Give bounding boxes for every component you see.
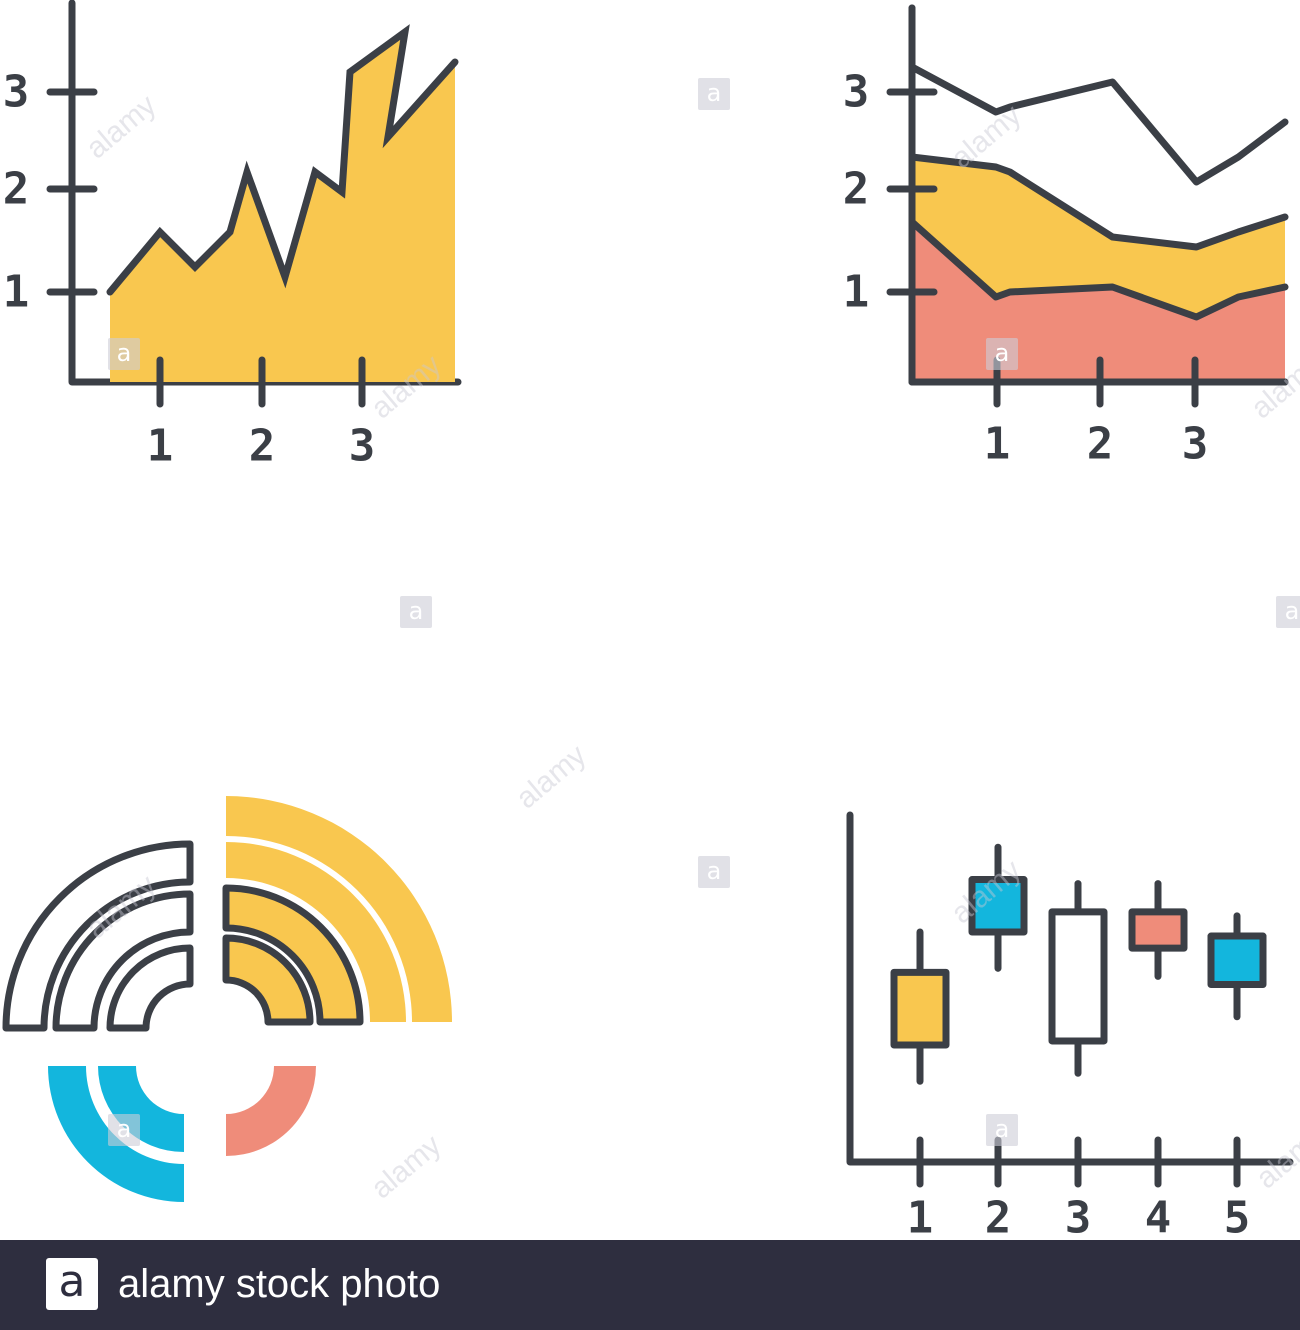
x-tick-label: 4 [1145, 1193, 1172, 1241]
series-line [908, 218, 1289, 321]
area-chart-single: 1 2 3 1 2 3 [3, 0, 462, 472]
x-tick-label: 3 [349, 421, 376, 472]
x-tick-label: 2 [249, 421, 276, 472]
x-tick-label: 2 [985, 1193, 1012, 1241]
x-tick-label: 2 [1087, 419, 1114, 470]
candle-body [890, 968, 950, 1049]
x-tick-label: 3 [1065, 1193, 1092, 1241]
y-tick-label: 3 [843, 67, 870, 118]
segment-arc-blue [48, 1066, 184, 1202]
candle-body [968, 876, 1028, 936]
stacked-area-chart: 1 2 3 1 2 3 [843, 4, 1289, 470]
y-tick-label: 1 [3, 267, 30, 318]
segment-arc-white [2, 840, 194, 1032]
footer-text: alamy stock photo [118, 1262, 441, 1306]
area-line [106, 24, 459, 296]
x-tick-label: 1 [147, 421, 174, 472]
series-line [908, 63, 1289, 186]
axis-lines [846, 811, 1294, 1166]
footer-logo: a [46, 1258, 98, 1310]
y-tick-label: 1 [843, 267, 870, 318]
candlestick-chart: 1 2 3 4 5 [846, 811, 1294, 1241]
segment-arc-white [52, 890, 194, 1032]
x-tick-label: 1 [984, 419, 1011, 470]
middle-area [912, 157, 1285, 317]
x-tick-label: 3 [1182, 419, 1209, 470]
series-line [908, 153, 1289, 251]
area-fill [110, 32, 455, 382]
x-tick-label: 1 [907, 1193, 934, 1241]
candle-body [1128, 908, 1188, 952]
segment-arc-yellow [226, 796, 452, 1022]
x-tick-label: 5 [1224, 1193, 1251, 1241]
y-tick-label: 2 [843, 164, 870, 215]
axis-lines [908, 4, 1289, 386]
segment-arc-salmon [226, 1066, 316, 1156]
segment-arc-blue [98, 1066, 184, 1152]
chart-icons-canvas: 1 2 3 1 2 3 1 2 3 1 2 3 1 2 3 4 5 [2, 0, 1294, 1241]
segment-arc-yellow [222, 884, 364, 1026]
candle-body [1207, 932, 1267, 988]
y-tick-label: 3 [3, 67, 30, 118]
segment-arc-white [106, 944, 194, 1032]
segment-arc-yellow [222, 934, 314, 1026]
y-tick-label: 2 [3, 164, 30, 215]
candle-body [1048, 908, 1108, 1045]
footer-bar [0, 1240, 1300, 1330]
radial-segment-chart [2, 796, 452, 1202]
